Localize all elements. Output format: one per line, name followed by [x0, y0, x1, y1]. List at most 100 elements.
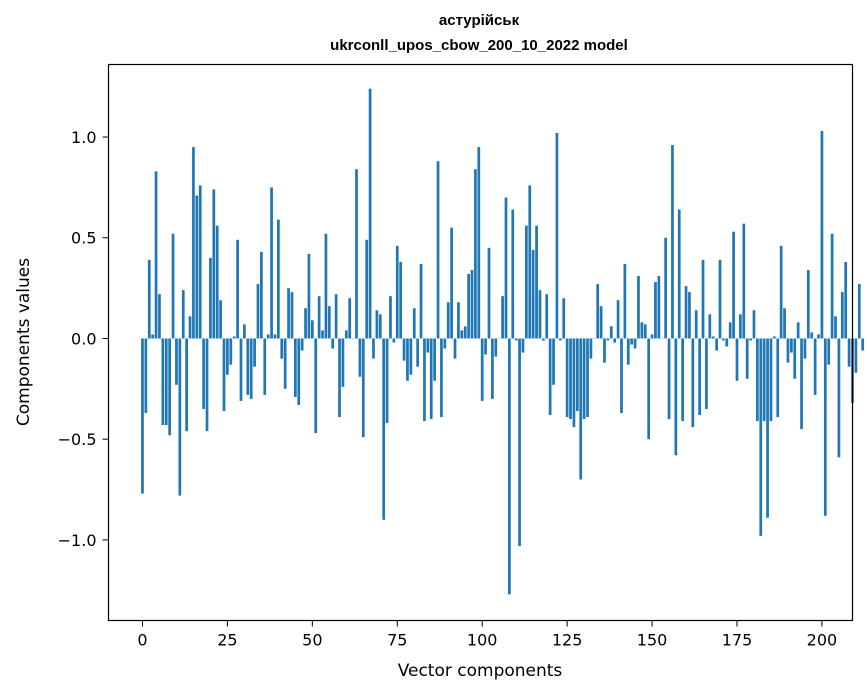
bar-58 — [338, 338, 341, 418]
bar-167 — [708, 314, 712, 339]
bar-205 — [837, 338, 841, 458]
x-tick-label-150: 150 — [637, 631, 668, 650]
bar-59 — [341, 338, 345, 387]
bar-40 — [277, 219, 280, 339]
bar-119 — [545, 294, 549, 339]
bar-196 — [806, 269, 810, 339]
bar-87 — [436, 161, 440, 339]
y-axis-label: Components values — [14, 258, 34, 426]
bar-193 — [796, 322, 800, 339]
x-tick-label-200: 200 — [807, 631, 838, 650]
bar-204 — [834, 316, 837, 339]
bar-160 — [684, 286, 688, 339]
bar-101 — [484, 338, 487, 355]
bar-159 — [681, 338, 684, 422]
bar-134 — [596, 284, 600, 339]
bar-77 — [402, 338, 406, 361]
bar-207 — [844, 261, 848, 339]
bar-128 — [575, 338, 579, 411]
bar-125 — [565, 338, 569, 418]
bar-44 — [290, 292, 294, 339]
bar-73 — [389, 296, 392, 339]
bar-168 — [711, 336, 715, 339]
bar-179 — [749, 338, 752, 341]
bar-23 — [219, 300, 222, 339]
bar-132 — [589, 338, 593, 359]
bar-72 — [385, 338, 389, 424]
bar-142 — [623, 263, 627, 339]
bar-88 — [440, 338, 443, 418]
bar-171 — [722, 338, 725, 341]
bar-198 — [813, 338, 817, 395]
y-tick-label-1: −0.5 — [58, 430, 97, 449]
bar-42 — [283, 338, 287, 389]
bar-64 — [358, 338, 362, 377]
bar-26 — [229, 338, 233, 365]
bar-31 — [246, 338, 250, 395]
bar-121 — [552, 338, 555, 385]
bar-129 — [579, 338, 583, 480]
bar-127 — [572, 338, 576, 428]
bar-106 — [501, 296, 504, 339]
bar-103 — [491, 338, 494, 399]
bar-135 — [599, 306, 603, 339]
bar-178 — [745, 338, 749, 379]
bar-116 — [535, 225, 538, 339]
bar-190 — [786, 338, 790, 363]
bar-118 — [541, 338, 545, 341]
bar-183 — [762, 338, 766, 422]
bar-152 — [657, 276, 661, 339]
bar-33 — [253, 338, 256, 367]
bar-25 — [226, 338, 229, 375]
bar-11 — [178, 338, 182, 496]
bar-76 — [399, 261, 403, 339]
bar-71 — [382, 338, 386, 520]
bar-75 — [395, 245, 399, 339]
bar-47 — [300, 338, 304, 351]
bar-53 — [321, 330, 324, 339]
bar-95 — [463, 326, 467, 339]
bar-94 — [460, 330, 464, 339]
bar-22 — [215, 225, 219, 339]
x-tick-label-175: 175 — [722, 631, 753, 650]
bar-185 — [769, 338, 773, 422]
bar-175 — [735, 338, 739, 381]
bar-93 — [457, 302, 460, 339]
bar-114 — [528, 185, 532, 339]
bar-39 — [273, 334, 277, 339]
bar-210 — [854, 338, 858, 373]
bar-91 — [450, 227, 453, 339]
bar-172 — [725, 338, 729, 347]
bar-136 — [603, 338, 606, 363]
bar-3 — [151, 334, 155, 339]
bar-138 — [609, 326, 613, 339]
bar-12 — [181, 290, 185, 339]
bar-161 — [688, 292, 691, 339]
bar-46 — [297, 338, 301, 405]
chart-title-line2: ukrconll_upos_cbow_200_10_2022 model — [330, 37, 628, 54]
y-tick-label-2: 0.0 — [71, 329, 96, 348]
bar-55 — [327, 306, 331, 339]
bar-28 — [236, 239, 239, 339]
bar-151 — [654, 282, 657, 339]
x-tick-label-0: 0 — [137, 631, 147, 650]
bar-2 — [147, 259, 151, 339]
bar-79 — [409, 338, 413, 375]
bar-13 — [185, 338, 188, 432]
bar-149 — [647, 338, 651, 440]
bar-211 — [857, 284, 861, 339]
bar-156 — [671, 145, 674, 339]
bar-162 — [691, 338, 695, 428]
x-tick-label-125: 125 — [552, 631, 583, 650]
bar-201 — [823, 338, 827, 516]
bar-122 — [555, 132, 559, 339]
bar-1 — [144, 338, 148, 414]
bar-61 — [348, 298, 352, 339]
bar-17 — [198, 185, 202, 339]
x-tick-label-75: 75 — [387, 631, 407, 650]
bar-37 — [266, 334, 270, 339]
bar-184 — [766, 338, 769, 518]
bar-203 — [830, 233, 834, 339]
bar-10 — [175, 338, 178, 385]
bar-164 — [698, 338, 701, 416]
